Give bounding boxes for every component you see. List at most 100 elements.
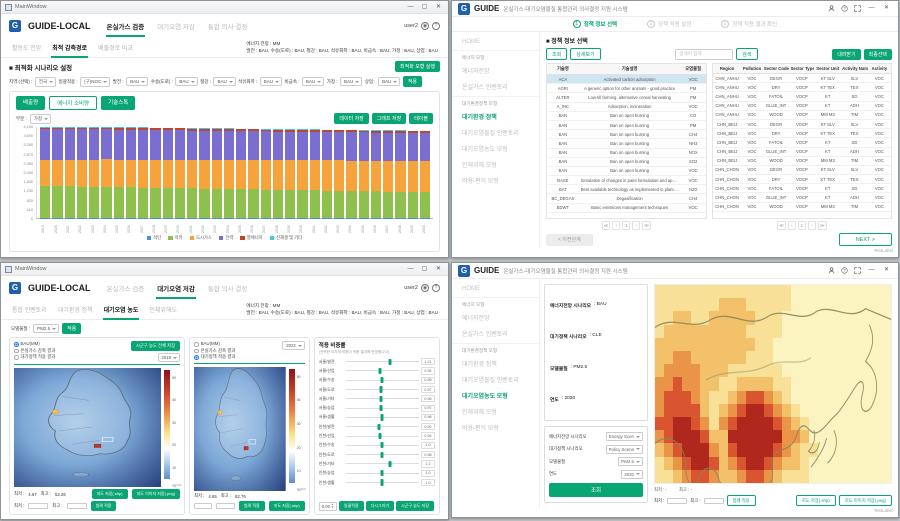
help-icon[interactable]: ? [432, 283, 440, 292]
final-select-button[interactable]: 최종선택 [863, 48, 892, 60]
legend-max-input[interactable] [703, 497, 724, 504]
table-row[interactable]: CHN_BEIJ VOC WOOD VOCP MM M3 TIM VOC [712, 156, 891, 166]
subnav-tab[interactable]: 최적 감축경로 [51, 37, 89, 58]
help-icon[interactable]: ? [840, 4, 849, 13]
bar-2041[interactable] [309, 127, 320, 218]
slider-track[interactable] [345, 395, 419, 402]
sidebar-item[interactable]: 대기환경 정책 [462, 114, 497, 121]
weight-spinner[interactable]: 0.00 ▲ ▼ [318, 501, 337, 511]
maximize-icon[interactable]: ▢ [421, 265, 428, 272]
pager-button[interactable]: 1 [622, 221, 631, 230]
save-all-concentration-button[interactable]: 시군구 농도 전체 저장 [130, 341, 181, 351]
table-row[interactable]: BAN Ban on open burning SO2 [547, 157, 706, 167]
bar-2037[interactable] [260, 127, 271, 218]
save-shp-button[interactable]: 지도 저장(.shp) [268, 501, 305, 511]
column-header[interactable]: 기술명 [547, 64, 579, 75]
slider-track[interactable] [345, 451, 419, 458]
radio-option[interactable]: 온실가스 감축 결과 [14, 348, 55, 355]
pager-button[interactable]: ‹ [787, 221, 796, 230]
header-tab[interactable]: 통합 의사 결정 [207, 286, 248, 293]
apply-legend-button[interactable]: 범례 적용 [90, 501, 117, 511]
maximize-icon[interactable]: ▢ [421, 3, 428, 10]
download-button[interactable]: 내려받기 [832, 48, 861, 60]
pager-button[interactable]: ≪ [777, 221, 786, 230]
sidebar-item[interactable]: 비용-편익 모형 [462, 178, 499, 185]
user-icon[interactable] [827, 4, 836, 13]
header-tab[interactable]: 통합 의사 결정 [207, 24, 248, 31]
fullscreen-icon[interactable] [853, 266, 862, 275]
slider-track[interactable] [345, 414, 419, 421]
legend-min-input[interactable] [667, 497, 688, 504]
slider-track[interactable] [345, 479, 419, 486]
minimize-icon[interactable]: — [868, 267, 875, 273]
save-png-button[interactable]: 지도 이미지 저장(.png) [131, 489, 181, 499]
filter-select[interactable]: BAU [340, 77, 363, 86]
apply-filters-button[interactable]: 적용 [402, 76, 423, 87]
chart-action-button[interactable]: 데이터 저장 [334, 113, 369, 124]
slider-thumb[interactable] [388, 358, 392, 365]
filter-select[interactable]: (구)NOC [80, 76, 111, 87]
redraw-button[interactable]: 다시그리기 [365, 501, 395, 511]
bar-2050[interactable] [419, 127, 430, 218]
korea-map[interactable] [194, 366, 286, 491]
minimize-icon[interactable]: — [407, 265, 414, 272]
table-row[interactable]: CHN_BEIJ VOC GLUE_INT VOCP KT ADH VOC [712, 147, 891, 157]
filter-select[interactable]: BAU [126, 77, 149, 86]
pager-button[interactable]: ≪ [601, 221, 611, 230]
slider-track[interactable] [345, 405, 419, 412]
bar-2024[interactable] [101, 126, 112, 218]
header-tab[interactable]: 온실가스 검증 [105, 14, 146, 37]
close-icon[interactable]: ✕ [883, 5, 890, 11]
column-header[interactable]: Sector Type [789, 64, 815, 74]
subnav-tab[interactable]: 인체위해도 [149, 307, 177, 314]
slider-track[interactable] [345, 367, 419, 375]
radio-option[interactable]: 대기정책 적용 결과 [194, 354, 235, 361]
form-select[interactable]: Energy Scen [605, 432, 643, 441]
year-select[interactable]: 2022 [282, 341, 305, 350]
table-row[interactable]: BAN Ban on open burning NH3 [547, 138, 706, 149]
sector-select[interactable]: 가정 [29, 113, 52, 124]
sidebar-item[interactable]: 대기오염물질 인벤토리 [462, 377, 519, 384]
slider-thumb[interactable] [378, 367, 382, 375]
save-png-button[interactable]: 지도 이미지 저장(.png) [838, 495, 892, 506]
table-row[interactable]: CHN_CHON VOC GLUE_INT VOCP KT ADH VOC [712, 192, 891, 203]
table-action-button[interactable]: 상세보기 [570, 48, 601, 60]
bar-2047[interactable] [383, 127, 394, 218]
chart-tab[interactable]: 에너지 소비량 [49, 96, 98, 110]
radio-option[interactable]: 대기정책 적용 결과 [14, 354, 55, 361]
table-row[interactable]: BAN Ban on open burning CH4 [547, 129, 706, 140]
stepper-step[interactable]: 1 정책 정보 선택 [572, 20, 617, 28]
table-row[interactable]: CHN_CHON VOC WOOD VOCP MM M3 TIM VOC [712, 202, 891, 212]
table-row[interactable]: A_INC Adsorption, incineration VOC [547, 102, 706, 112]
legend-max-input[interactable] [216, 503, 235, 509]
radio-option[interactable]: 온실가스 감축 결과 [194, 348, 235, 355]
sidebar-item[interactable]: 대기오염농도 모형 [462, 393, 508, 400]
bar-2020[interactable] [52, 127, 63, 218]
legend-min-input[interactable] [28, 503, 49, 509]
form-select[interactable]: PM2.5 [618, 457, 643, 466]
table-row[interactable]: BDWT Basic emissions management technique… [547, 203, 706, 213]
column-header[interactable]: Pollution [741, 64, 763, 74]
close-icon[interactable]: ✕ [435, 3, 442, 10]
table-action-button[interactable]: 조회 [546, 48, 568, 60]
table-row[interactable]: BASE Simulation of changes in paint formu… [547, 175, 706, 186]
slider-thumb[interactable] [380, 451, 384, 458]
legend-min-input[interactable] [194, 503, 213, 509]
close-icon[interactable]: ✕ [883, 267, 890, 273]
table-row[interactable]: CHN_BEIJ VOC FATOIL VOCP KT SD VOC [712, 137, 891, 148]
slider-track[interactable] [345, 386, 419, 393]
header-tab[interactable]: 대기오염 저감 [157, 24, 195, 31]
table-row[interactable]: BAN Ban on open burning PM [547, 120, 706, 131]
bar-2028[interactable] [150, 127, 161, 218]
bar-2030[interactable] [174, 127, 185, 218]
slider-track[interactable] [345, 442, 419, 449]
slider-thumb[interactable] [380, 479, 384, 486]
window-titlebar[interactable]: MainWindow — ▢ ✕ [1, 1, 448, 14]
table-row[interactable]: BAN Ban on open burning NOX [547, 148, 706, 158]
slider-track[interactable] [345, 377, 419, 384]
bar-2034[interactable] [223, 127, 234, 218]
column-header[interactable]: 기술설명 [578, 64, 681, 75]
subnav-tab[interactable]: 활동도 전망 [12, 45, 42, 52]
save-concentration-button[interactable]: 시군구 농도 저장 [396, 501, 435, 511]
pager-button[interactable]: › [807, 221, 816, 230]
